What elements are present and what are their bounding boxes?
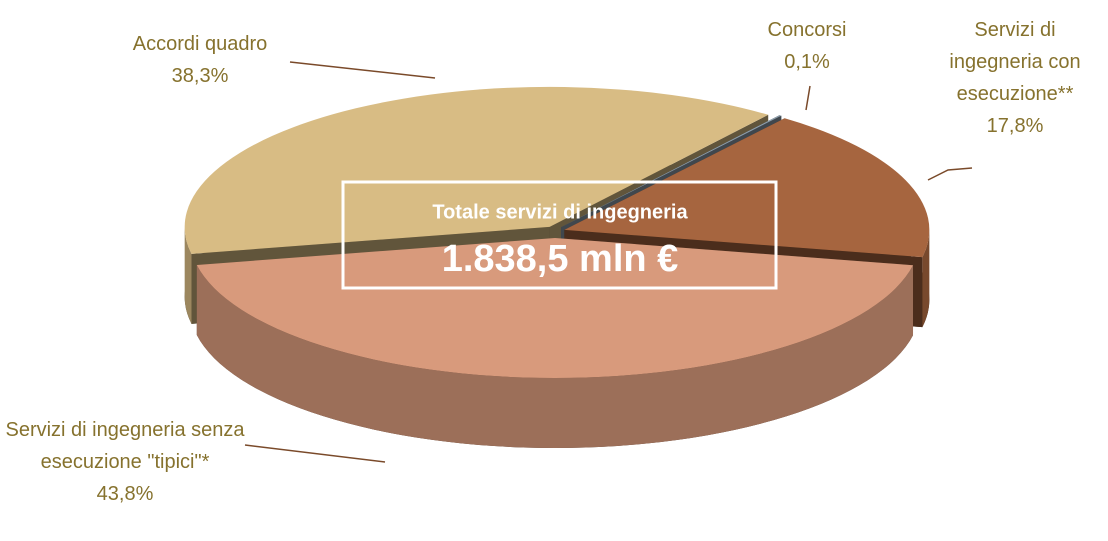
slice-label: Concorsi 0,1% [747, 14, 867, 78]
slice-wall [196, 264, 914, 449]
value-label: 17,8% [986, 115, 1044, 137]
leader-line [927, 167, 973, 181]
total-value: 1.838,5 mln € [442, 238, 679, 280]
slice [561, 115, 782, 228]
total-caption: Totale servizi di ingegneria [432, 201, 688, 223]
category-label: Concorsi [767, 19, 847, 41]
slice-label: Servizi di ingegneria con esecuzione** 17… [930, 14, 1100, 142]
value-label: 38,3% [171, 65, 229, 87]
leader-line [244, 444, 386, 463]
value-label: 0,1% [784, 51, 830, 73]
pie [184, 86, 930, 449]
value-label: 43,8% [96, 483, 154, 505]
leader-line [805, 85, 811, 111]
category-label: Accordi quadro [132, 33, 268, 55]
leader-line [289, 61, 436, 79]
category-label: Servizi di ingegneria senza esecuzione "… [5, 419, 245, 473]
total-box [341, 180, 778, 290]
leaders [244, 61, 973, 463]
slice [184, 86, 769, 254]
slice-wall [184, 226, 192, 324]
slice [196, 238, 914, 379]
slice-wall [922, 229, 930, 328]
category-label: Servizi di ingegneria con esecuzione** [949, 19, 1081, 105]
slice-label: Servizi di ingegneria senza esecuzione "… [0, 414, 255, 510]
slice-label: Accordi quadro 38,3% [85, 28, 315, 92]
slice [564, 118, 930, 258]
